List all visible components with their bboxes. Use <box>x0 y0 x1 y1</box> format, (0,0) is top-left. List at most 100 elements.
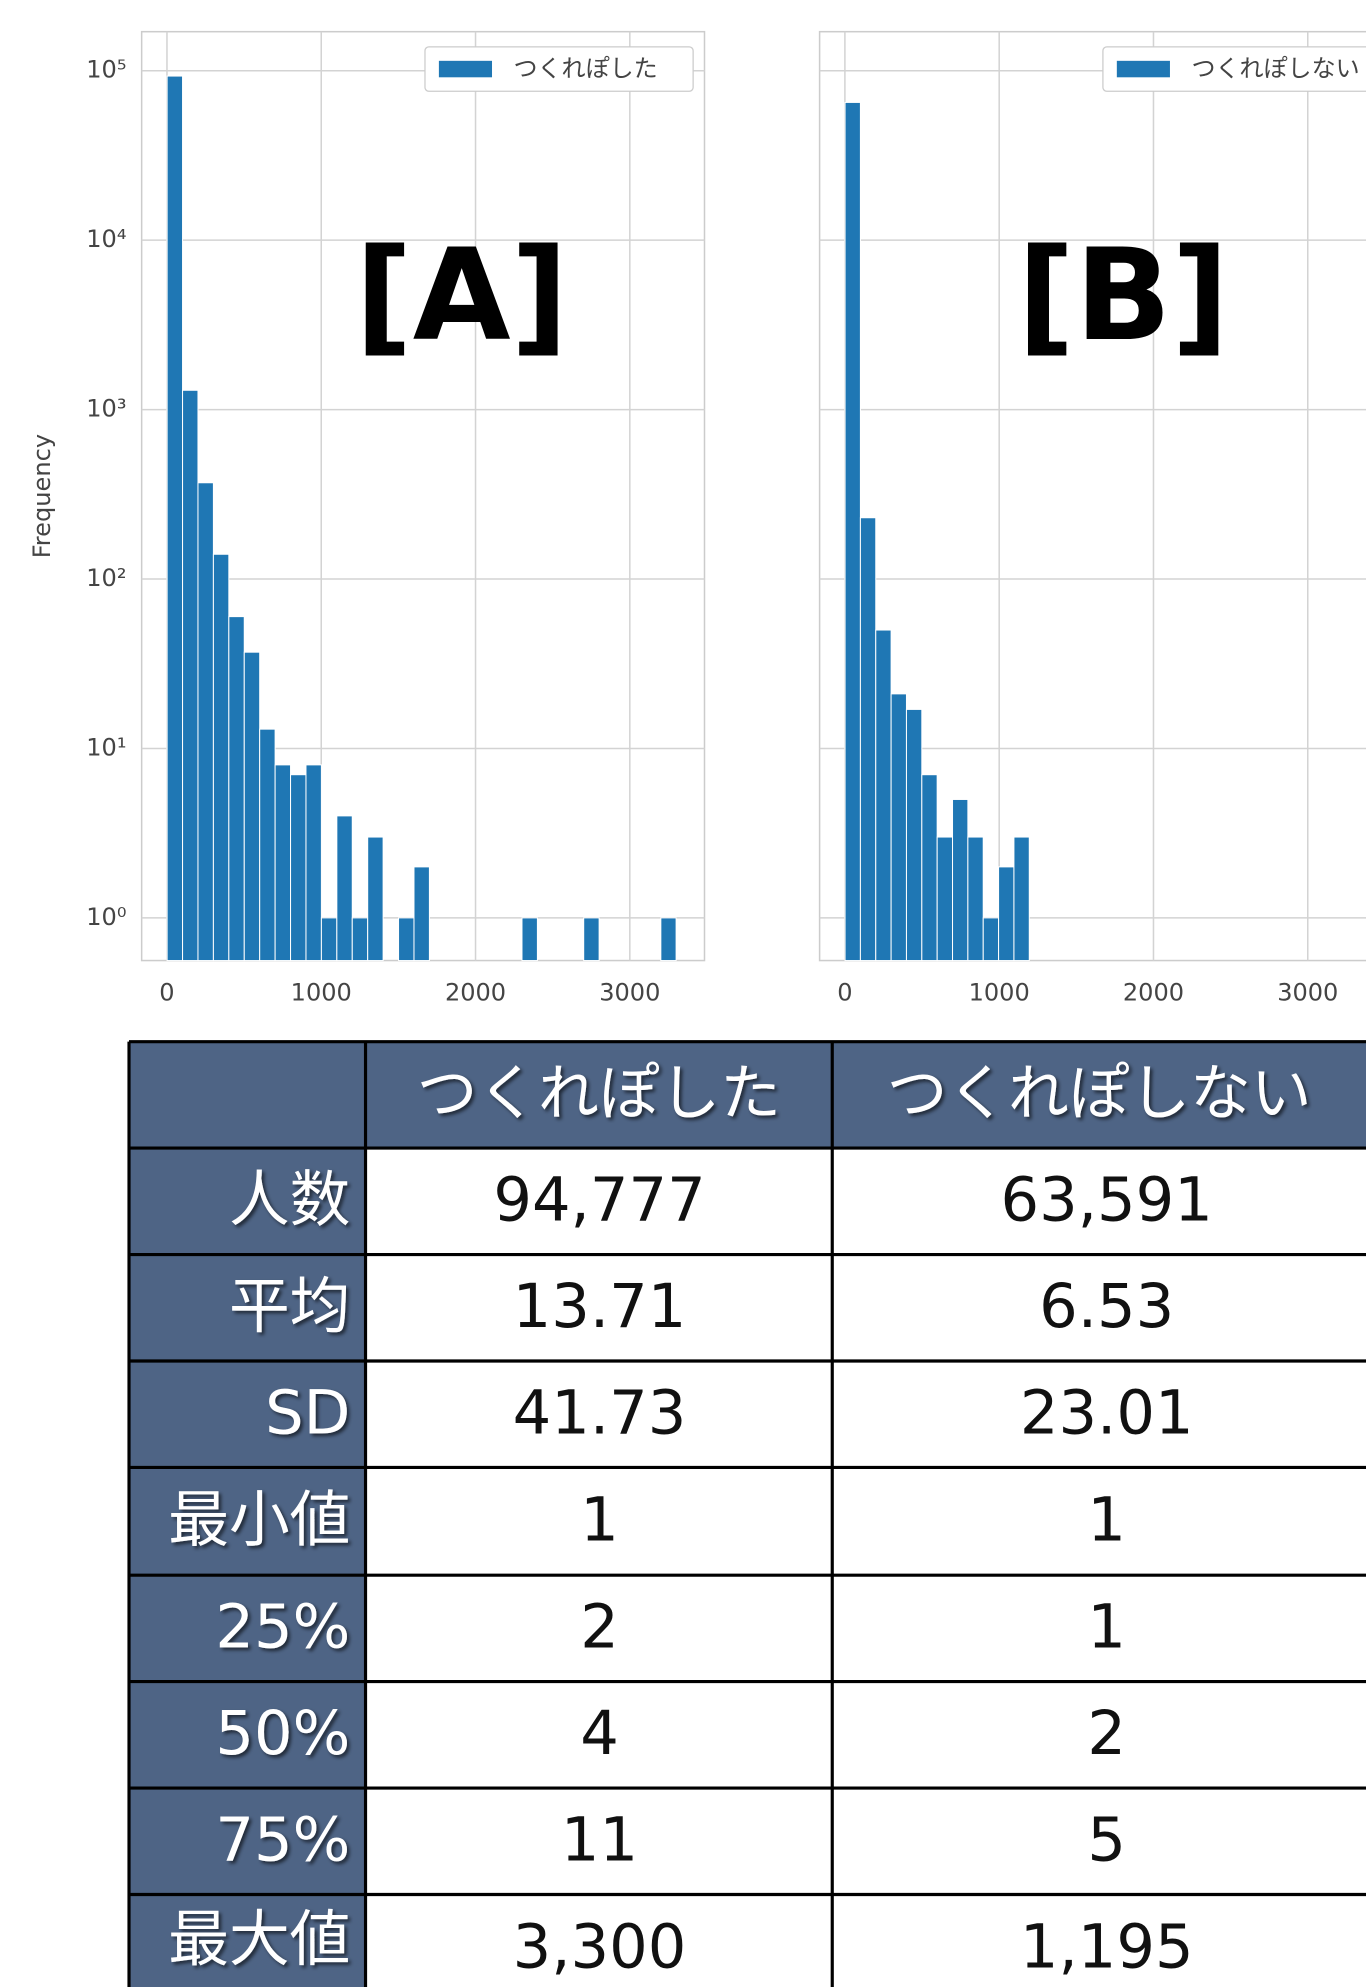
x-tick-label: 1000 <box>969 978 1030 1006</box>
bar <box>274 764 292 962</box>
x-tick-label: 3000 <box>1277 978 1338 1006</box>
bar <box>875 629 892 962</box>
y-tick-label: 10⁵ <box>86 56 126 84</box>
data-cell <box>365 1681 833 1789</box>
data-text: 11 <box>561 1805 638 1875</box>
row-header-text: 最小値 <box>168 1485 350 1555</box>
x-tick-label: 3000 <box>599 978 660 1006</box>
row-header-text: 平均 <box>229 1272 350 1342</box>
header-text: つくれぽしない <box>887 1059 1312 1129</box>
data-cell <box>832 1148 1366 1255</box>
bar <box>844 101 861 962</box>
data-cell <box>832 1681 1366 1789</box>
data-text: 2 <box>580 1592 619 1662</box>
bar <box>351 917 369 962</box>
data-cell <box>832 1788 1366 1895</box>
y-axis-label: Frequency <box>28 434 56 558</box>
annotation: [B] <box>1017 221 1229 369</box>
bar <box>905 708 923 962</box>
bar <box>305 764 322 962</box>
data-cell <box>365 1788 833 1895</box>
data-text: 5 <box>1087 1805 1126 1875</box>
bar <box>982 917 1000 962</box>
row-header-cell <box>129 1894 366 1987</box>
legend-box <box>1102 46 1366 92</box>
data-text: 1 <box>580 1485 619 1555</box>
bar <box>1013 836 1030 962</box>
data-text: 6.53 <box>1039 1272 1174 1342</box>
data-text: 1,195 <box>1020 1912 1194 1982</box>
x-tick-label: 2000 <box>445 978 506 1006</box>
data-text: 1 <box>1087 1592 1126 1662</box>
x-tick-label: 0 <box>159 978 174 1006</box>
bar <box>166 75 184 962</box>
bar <box>336 815 353 962</box>
bar <box>921 774 938 962</box>
data-text: 23.01 <box>1020 1378 1194 1448</box>
data-cell <box>832 1575 1366 1682</box>
row-header-cell <box>129 1148 366 1255</box>
header-cell <box>129 1041 366 1149</box>
data-cell <box>832 1360 1366 1468</box>
data-cell <box>832 1467 1366 1576</box>
row-header-cell <box>129 1254 366 1361</box>
header-cell <box>832 1041 1366 1149</box>
bar <box>243 651 261 962</box>
y-tick-label: 10³ <box>86 395 126 423</box>
row-header-text: 50% <box>215 1699 350 1769</box>
data-text: 41.73 <box>513 1378 687 1448</box>
data-cell <box>365 1575 833 1682</box>
data-cell <box>365 1360 833 1468</box>
row-header-text: 最大値 <box>168 1905 350 1975</box>
data-text: 94,777 <box>493 1165 705 1235</box>
annotation: [A] <box>355 221 569 369</box>
bar <box>320 917 338 962</box>
row-header-cell <box>129 1788 366 1895</box>
bar <box>936 836 954 962</box>
bar <box>998 866 1015 962</box>
row-header-cell <box>129 1360 366 1468</box>
row-header-text: SD <box>265 1378 350 1448</box>
bar <box>583 917 600 962</box>
x-tick-label: 0 <box>837 978 852 1006</box>
row-header-cell <box>129 1467 366 1576</box>
bar <box>521 917 538 962</box>
legend-swatch <box>438 60 493 78</box>
row-header-text: 人数 <box>229 1165 350 1235</box>
row-header-cell <box>129 1681 366 1789</box>
bar <box>890 693 907 962</box>
legend-label: つくれぽした <box>514 55 658 83</box>
data-cell <box>832 1894 1366 1987</box>
y-tick-label: 10⁴ <box>86 225 126 253</box>
data-text: 13.71 <box>513 1272 687 1342</box>
bar <box>952 798 969 962</box>
y-tick-label: 10² <box>86 564 126 592</box>
data-cell <box>365 1148 833 1255</box>
row-header-text: 75% <box>215 1805 350 1875</box>
legend-swatch <box>1116 60 1170 78</box>
data-text: 3,300 <box>513 1912 687 1982</box>
bar <box>398 917 415 962</box>
data-cell <box>832 1254 1366 1361</box>
x-tick-label: 1000 <box>291 978 352 1006</box>
data-text: 4 <box>580 1699 619 1769</box>
bar <box>259 728 276 962</box>
data-cell <box>365 1254 833 1361</box>
bar <box>967 836 984 962</box>
data-cell <box>365 1467 833 1576</box>
bar <box>197 482 214 962</box>
bar <box>660 917 677 962</box>
y-tick-label: 10¹ <box>86 733 126 761</box>
data-text: 1 <box>1087 1485 1126 1555</box>
data-cell <box>365 1894 833 1987</box>
legend-label: つくれぽしない <box>1191 55 1359 83</box>
bar <box>367 836 384 962</box>
bar <box>413 866 430 962</box>
bar <box>228 616 245 962</box>
bar <box>859 517 877 962</box>
bar <box>212 553 230 962</box>
bar <box>290 774 307 962</box>
